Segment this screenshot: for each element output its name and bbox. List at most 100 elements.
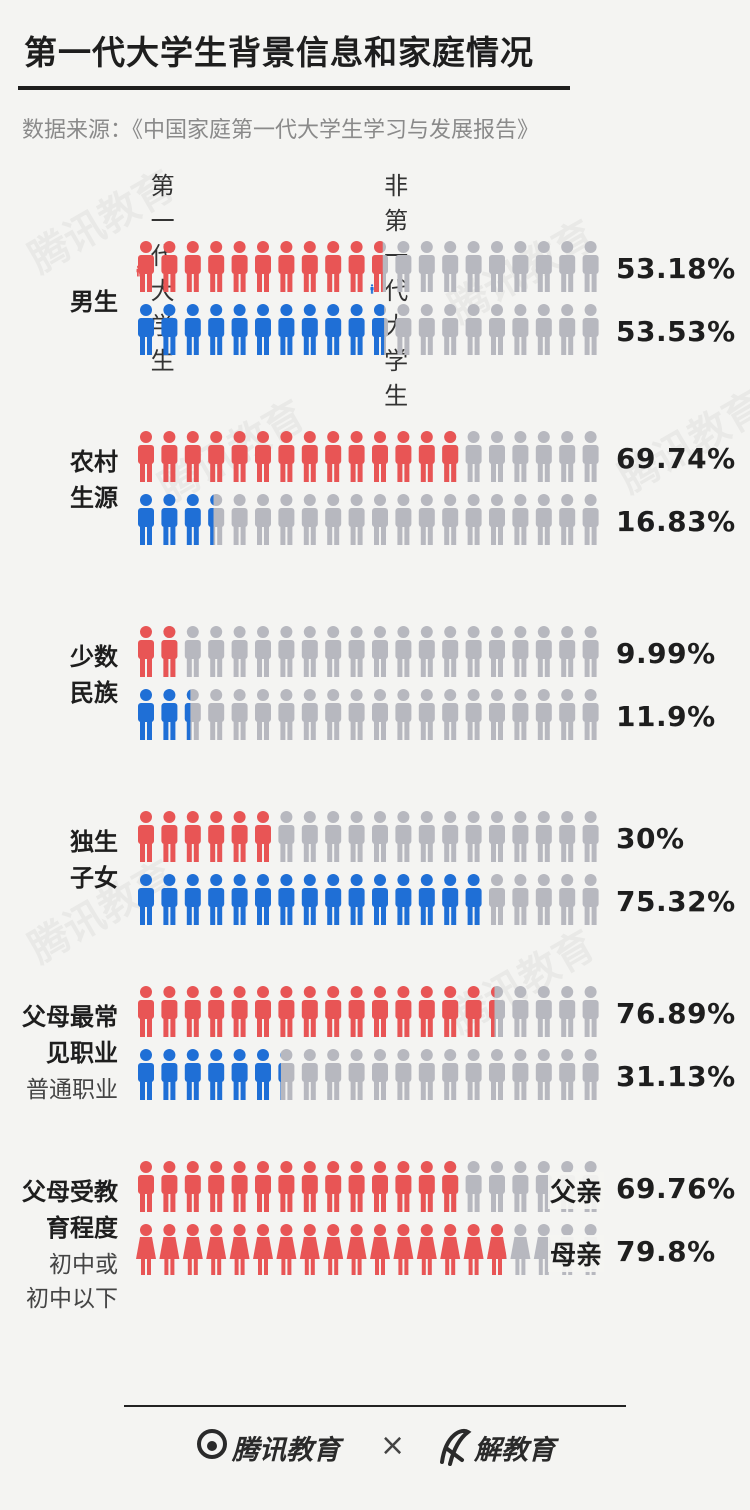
icon-empty [559, 1049, 576, 1100]
person-icon-row [138, 431, 599, 482]
icon-empty [535, 304, 552, 355]
icon-filled [184, 811, 201, 862]
icon-empty [489, 304, 505, 355]
icon-filled [418, 874, 435, 925]
icon-empty [559, 494, 576, 545]
icon-filled [231, 241, 248, 292]
person-icon-row [136, 1224, 601, 1275]
category-label: 农村 生源 [0, 444, 118, 516]
icon-empty [582, 1049, 599, 1100]
icon-empty [208, 494, 225, 545]
bar-second [136, 1223, 604, 1279]
icon-filled [161, 494, 178, 545]
icon-empty [535, 1161, 552, 1212]
icon-empty [489, 1161, 505, 1212]
icon-filled [276, 1224, 297, 1275]
icon-empty [489, 431, 505, 482]
icon-empty [301, 494, 318, 545]
icon-empty [325, 494, 342, 545]
percent-label: 30% [616, 822, 685, 855]
icon-filled [208, 811, 225, 862]
icon-filled [231, 304, 248, 355]
icon-filled [325, 874, 342, 925]
icon-empty [442, 1161, 459, 1212]
icon-empty [372, 494, 388, 545]
icon-empty [489, 1049, 505, 1100]
icon-empty [301, 811, 318, 862]
icon-partial [442, 431, 459, 482]
icon-empty [278, 689, 295, 740]
icon-filled [325, 241, 342, 292]
category-label-line: 生源 [70, 484, 118, 512]
category-sublabel: 普通职业 [0, 1073, 118, 1107]
icon-empty [510, 1224, 531, 1275]
icon-empty [582, 431, 599, 482]
icon-filled [301, 874, 318, 925]
icon-empty [465, 241, 482, 292]
icon-filled [138, 431, 154, 482]
icon-filled [278, 986, 295, 1037]
icon-empty [535, 494, 552, 545]
icon-filled [184, 1049, 201, 1100]
icon-partial [161, 626, 178, 677]
icon-empty [559, 626, 576, 677]
icon-empty [278, 1049, 295, 1100]
data-source: 数据来源：《中国家庭第一代大学生学习与发展报告》 [22, 118, 540, 143]
icon-empty [465, 304, 482, 355]
icon-empty [512, 494, 529, 545]
icon-empty [489, 494, 505, 545]
icon-empty [489, 986, 505, 1037]
percent-label: 31.13% [616, 1060, 736, 1093]
category-label-line: 男生 [70, 288, 118, 316]
icon-empty [395, 494, 412, 545]
icon-filled [463, 1224, 484, 1275]
icon-empty [442, 494, 459, 545]
icon-empty [442, 304, 459, 355]
icon-filled [138, 689, 154, 740]
icon-filled [182, 1224, 203, 1275]
icon-filled [255, 241, 271, 292]
icon-empty [442, 689, 459, 740]
icon-filled [161, 874, 178, 925]
icon-filled [161, 431, 178, 482]
icon-filled [136, 1224, 156, 1275]
icon-filled [184, 874, 201, 925]
partner-logo-icon [440, 1428, 472, 1466]
icon-empty [535, 689, 552, 740]
icon-empty [582, 304, 599, 355]
icon-empty [465, 431, 482, 482]
person-icon-row [138, 626, 599, 677]
icon-filled [440, 1224, 461, 1275]
icon-filled [231, 811, 248, 862]
icon-filled [208, 986, 225, 1037]
icon-filled [161, 689, 178, 740]
icon-filled [418, 1161, 435, 1212]
icon-empty [535, 241, 552, 292]
icon-filled [138, 1161, 154, 1212]
icon-filled [255, 811, 271, 862]
icon-filled [299, 1224, 320, 1275]
icon-filled [255, 431, 271, 482]
category-label-line: 民族 [70, 679, 118, 707]
category-label-line: 见职业 [46, 1039, 118, 1067]
icon-filled [138, 304, 154, 355]
icon-filled [208, 1161, 225, 1212]
icon-empty [465, 689, 482, 740]
icon-empty [231, 689, 248, 740]
icon-empty [489, 811, 505, 862]
watermark: 腾讯教育 [606, 374, 750, 504]
icon-filled [255, 304, 271, 355]
icon-filled [231, 1161, 248, 1212]
tencent-logo-icon [197, 1429, 227, 1459]
bar-second [136, 303, 604, 359]
icon-empty [512, 1161, 529, 1212]
person-icon-row [138, 304, 599, 355]
icon-filled [325, 1161, 342, 1212]
icon-empty [372, 811, 388, 862]
bar-second [136, 873, 604, 929]
icon-empty [418, 241, 435, 292]
icon-filled [348, 431, 365, 482]
icon-partial [487, 1224, 507, 1275]
footer: 腾讯教育 × 解教育 [0, 1422, 750, 1472]
category-label: 少数 民族 [0, 639, 118, 711]
